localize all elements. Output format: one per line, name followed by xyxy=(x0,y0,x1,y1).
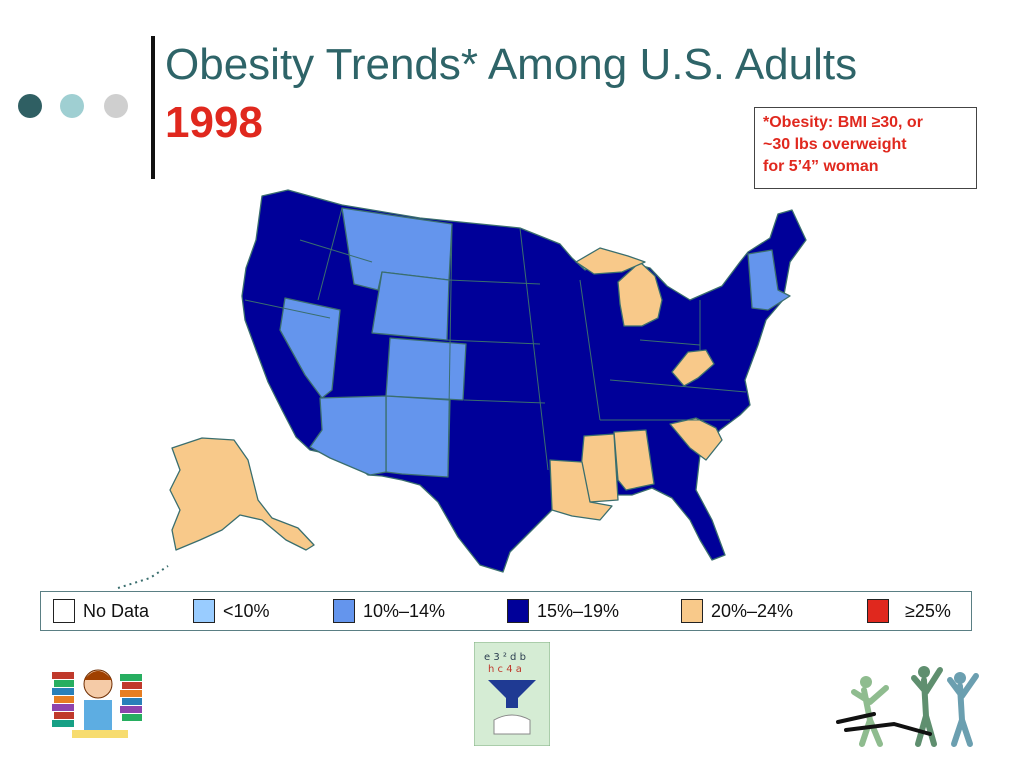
title-divider xyxy=(151,36,155,179)
dancers-silhouettes-illustration xyxy=(836,666,979,747)
sorting-funnel-illustration: e 3 ² d b h c 4 a xyxy=(474,642,550,746)
slide-year: 1998 xyxy=(165,98,263,147)
legend-swatch xyxy=(867,599,889,623)
legend-label: <10% xyxy=(223,601,270,621)
legend-label: 15%–19% xyxy=(537,601,620,621)
state-alaska xyxy=(169,437,315,551)
legend-label: 10%–14% xyxy=(363,601,446,621)
map-legend: No Data <10% 10%–14% 15%–19% 20%–24% ≥25… xyxy=(40,591,972,631)
legend-swatch xyxy=(193,599,215,623)
legend-swatch xyxy=(681,599,703,623)
svg-text:e 3 ² d b: e 3 ² d b xyxy=(484,652,526,663)
legend-swatch xyxy=(507,599,529,623)
state-wyoming xyxy=(371,271,450,341)
state-new-mexico xyxy=(385,395,451,478)
light-teal-dot xyxy=(60,94,84,118)
legend-label: ≥25% xyxy=(905,601,951,621)
state-arizona xyxy=(309,395,387,476)
us-map xyxy=(117,189,807,589)
state-michigan-upper xyxy=(575,247,646,275)
legend-swatch xyxy=(333,599,355,623)
dark-teal-dot xyxy=(18,94,42,118)
slide-title: Obesity Trends* Among U.S. Adults xyxy=(165,40,858,89)
student-with-books-illustration xyxy=(52,669,142,738)
svg-text:h c 4 a: h c 4 a xyxy=(488,664,522,675)
state-michigan xyxy=(617,261,663,327)
state-new-england xyxy=(747,249,791,311)
gray-dot xyxy=(104,94,128,118)
state-colorado xyxy=(385,337,467,401)
state-nevada xyxy=(279,297,341,399)
legend-swatch xyxy=(53,599,75,623)
legend-label: 20%–24% xyxy=(711,601,794,621)
state-south-carolina xyxy=(669,417,723,461)
aleutian-islands xyxy=(117,565,169,589)
state-alabama xyxy=(613,429,655,491)
state-louisiana xyxy=(549,459,613,521)
legend-label: No Data xyxy=(83,601,150,621)
obesity-definition-note: *Obesity: BMI ≥30, or ~30 lbs overweight… xyxy=(754,107,977,189)
decorative-dots xyxy=(18,94,133,120)
state-west-virginia xyxy=(671,349,715,387)
